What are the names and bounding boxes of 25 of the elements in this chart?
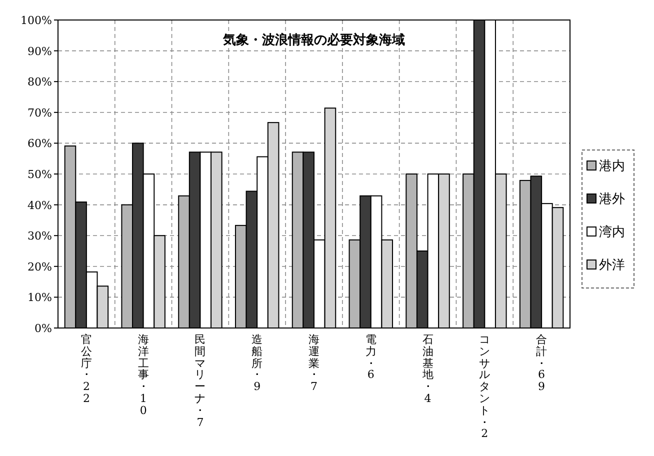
legend-label: 外洋 xyxy=(599,258,625,273)
text: 気象・波浪情報の必要対象海域 xyxy=(222,32,405,48)
x-tick-label: 官公庁・22 xyxy=(80,333,93,405)
y-tick-label: 80% xyxy=(28,76,52,89)
legend-label: 湾内 xyxy=(599,224,625,240)
x-tick-label: 合計・69 xyxy=(535,333,548,394)
x-tick-label: 海洋工事・10 xyxy=(136,333,150,417)
y-tick-label: 10% xyxy=(28,291,52,304)
y-tick-label: 20% xyxy=(28,260,52,274)
x-tick-label: 造船所・9 xyxy=(250,333,264,394)
y-tick-label: 70% xyxy=(28,106,52,120)
y-tick-label: 100% xyxy=(20,14,52,27)
x-tick-label: 海運業・7 xyxy=(308,333,320,394)
x-tick-label: 民間マリーナ・7 xyxy=(194,333,207,429)
y-tick-label: 0% xyxy=(34,322,52,335)
y-tick-label: 50% xyxy=(28,168,52,181)
y-tick-label: 30% xyxy=(28,230,52,243)
y-tick-label: 40% xyxy=(28,198,52,212)
x-tick-label: 石油基地・4 xyxy=(421,333,434,405)
y-tick-label: 90% xyxy=(28,44,52,58)
category-label: コンサルタント・2 xyxy=(479,333,490,440)
legend-label: 港外 xyxy=(599,192,625,207)
x-tick-label: 電力・6 xyxy=(364,333,378,382)
y-tick-label: 60% xyxy=(28,137,52,150)
legend-label: 港内 xyxy=(599,159,625,174)
